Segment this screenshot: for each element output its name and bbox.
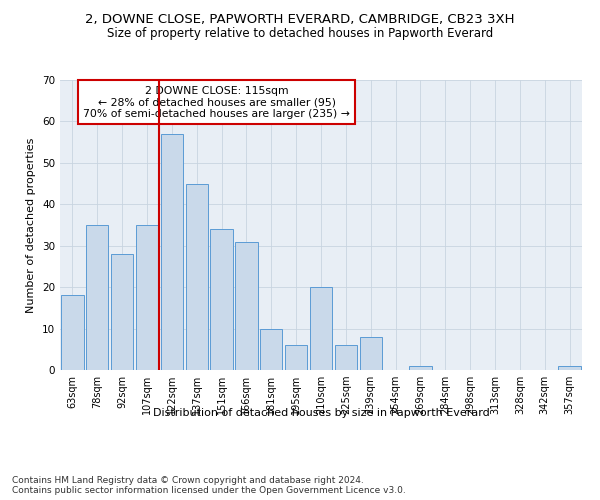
Bar bbox=[136, 225, 158, 370]
Text: Size of property relative to detached houses in Papworth Everard: Size of property relative to detached ho… bbox=[107, 28, 493, 40]
Bar bbox=[335, 345, 357, 370]
Text: Contains HM Land Registry data © Crown copyright and database right 2024.
Contai: Contains HM Land Registry data © Crown c… bbox=[12, 476, 406, 495]
Bar bbox=[61, 296, 83, 370]
Bar bbox=[359, 337, 382, 370]
Text: Distribution of detached houses by size in Papworth Everard: Distribution of detached houses by size … bbox=[152, 408, 490, 418]
Y-axis label: Number of detached properties: Number of detached properties bbox=[26, 138, 37, 312]
Bar bbox=[211, 229, 233, 370]
Bar bbox=[161, 134, 183, 370]
Bar bbox=[185, 184, 208, 370]
Text: 2 DOWNE CLOSE: 115sqm
← 28% of detached houses are smaller (95)
70% of semi-deta: 2 DOWNE CLOSE: 115sqm ← 28% of detached … bbox=[83, 86, 350, 119]
Bar bbox=[310, 287, 332, 370]
Bar bbox=[409, 366, 431, 370]
Text: 2, DOWNE CLOSE, PAPWORTH EVERARD, CAMBRIDGE, CB23 3XH: 2, DOWNE CLOSE, PAPWORTH EVERARD, CAMBRI… bbox=[85, 12, 515, 26]
Bar bbox=[559, 366, 581, 370]
Bar bbox=[235, 242, 257, 370]
Bar bbox=[111, 254, 133, 370]
Bar bbox=[86, 225, 109, 370]
Bar bbox=[260, 328, 283, 370]
Bar bbox=[285, 345, 307, 370]
